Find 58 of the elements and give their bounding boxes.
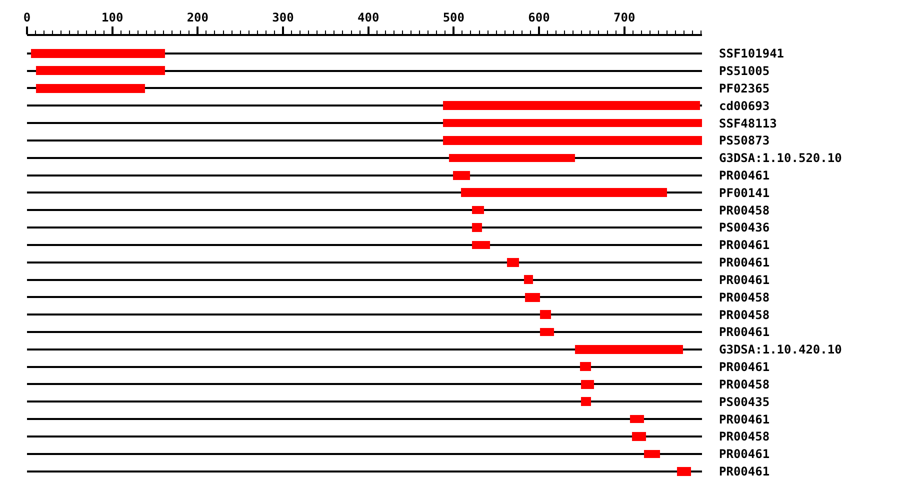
y-tick-label: PR00458	[719, 308, 770, 322]
bar	[632, 432, 646, 441]
bar	[630, 415, 644, 423]
bar	[581, 397, 591, 406]
bar	[677, 467, 691, 476]
y-tick-label: PS00435	[719, 394, 770, 409]
x-tick-label: 500	[442, 10, 465, 24]
bar	[525, 293, 540, 302]
bar	[461, 188, 667, 197]
bar	[575, 345, 683, 354]
y-tick-label: G3DSA:1.10.520.10	[719, 151, 842, 166]
bar	[540, 310, 551, 319]
y-tick-label: PS00436	[719, 220, 770, 235]
x-tick-label: 700	[614, 10, 636, 24]
bar	[31, 49, 165, 58]
x-tick-label: 200	[186, 10, 209, 24]
y-tick-label: PR00461	[719, 464, 770, 478]
bar	[524, 275, 533, 284]
x-tick-label: 300	[272, 10, 294, 24]
y-tick-label: PR00461	[719, 272, 770, 287]
y-tick-label: cd00693	[719, 98, 770, 113]
y-tick-label: PR00458	[719, 203, 770, 218]
y-tick-label: PR00461	[719, 412, 770, 426]
y-tick-label: PR00458	[719, 377, 770, 392]
bar	[443, 119, 702, 127]
bar	[449, 154, 575, 162]
y-tick-label: PS50873	[719, 134, 770, 148]
y-tick-label: PR00458	[719, 430, 770, 444]
bar	[443, 136, 702, 145]
bar	[581, 380, 594, 389]
y-tick-label: PR00461	[719, 256, 770, 270]
x-tick-label: 400	[357, 10, 380, 24]
bar	[453, 171, 470, 180]
bar	[36, 66, 165, 75]
x-tick-label: 0	[23, 10, 31, 24]
bar	[580, 362, 591, 371]
y-tick-label: PR00461	[719, 360, 770, 374]
y-tick-label: SSF48113	[719, 116, 777, 130]
bar	[443, 101, 700, 110]
x-tick-label: 100	[101, 10, 124, 24]
x-tick-label: 600	[528, 10, 550, 24]
y-tick-label: G3DSA:1.10.420.10	[719, 342, 842, 357]
y-tick-label: PR00458	[719, 290, 770, 304]
bar	[507, 258, 519, 267]
bar	[540, 328, 554, 336]
bar	[36, 84, 145, 93]
bar	[644, 450, 660, 458]
y-tick-label: PF02365	[719, 81, 770, 96]
y-tick-label: PF00141	[719, 186, 770, 200]
bar	[472, 241, 490, 249]
y-tick-label: PR00461	[719, 325, 770, 340]
bar	[472, 223, 482, 232]
bar	[472, 206, 484, 214]
y-tick-label: PR00461	[719, 447, 770, 462]
y-tick-label: PR00461	[719, 168, 770, 182]
y-tick-label: SSF101941	[719, 46, 784, 61]
y-tick-label: PS51005	[719, 64, 770, 78]
y-tick-label: PR00461	[719, 238, 770, 252]
